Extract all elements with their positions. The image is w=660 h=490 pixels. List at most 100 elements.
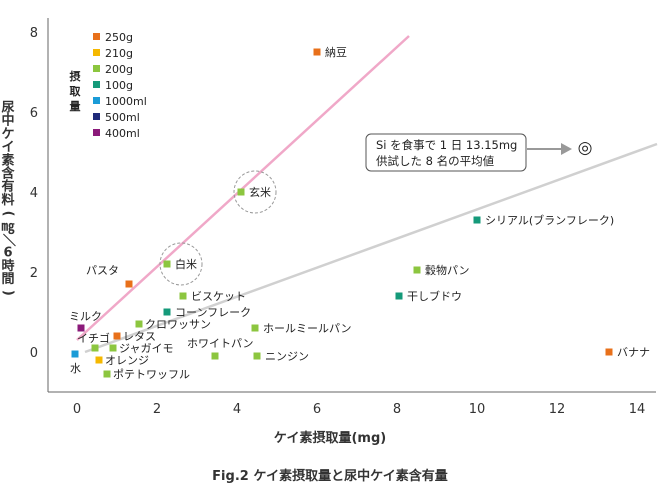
x-tick-label: 10: [469, 402, 486, 417]
legend-swatch: [93, 65, 100, 72]
y-axis-label-char: ケ: [1, 127, 14, 142]
data-point-label: ビスケット: [191, 290, 246, 303]
x-tick-label: 4: [233, 402, 241, 417]
highlight-circle-hakumai: [159, 242, 203, 286]
data-point: [125, 280, 133, 288]
data-point-label: ホワイトパン: [187, 337, 254, 350]
legend-swatch: [93, 97, 100, 104]
y-axis-label-char: 料: [1, 192, 14, 208]
y-axis-label-char: イ: [1, 140, 14, 155]
data-point: [95, 356, 103, 364]
data-point-label: イチゴ: [77, 331, 110, 345]
legend-swatch: [93, 33, 100, 40]
x-tick-label: 8: [393, 402, 401, 417]
data-point-label: シリアル(ブランフレーク): [485, 213, 614, 227]
data-point: [91, 344, 99, 352]
x-axis-label: ケイ素摂取量(mg): [274, 430, 386, 446]
data-point-label: 穀物パン: [425, 263, 470, 277]
legend-label: 200g: [105, 63, 133, 76]
annotation-box: [365, 133, 527, 172]
data-point: [135, 320, 143, 328]
legend-swatch: [93, 129, 100, 136]
legend-label: 100g: [105, 79, 133, 92]
data-point: [395, 292, 403, 300]
data-point: [313, 48, 321, 56]
data-point: [251, 324, 259, 332]
data-point-label: ホールミールパン: [263, 322, 352, 335]
y-axis-label-char: 尿: [1, 101, 14, 116]
y-axis-label-char: ): [1, 290, 16, 296]
figure-caption: Fig.2 ケイ素摂取量と尿中ケイ素含有量: [212, 468, 448, 484]
data-point: [103, 370, 111, 378]
y-axis-label-char: 素: [1, 152, 14, 168]
y-tick-labels: 0 2 4 6 8: [30, 26, 38, 361]
pink-trend-line: [76, 35, 410, 341]
data-point-label: ミルク: [69, 310, 102, 323]
x-tick-label: 0: [73, 402, 81, 417]
y-axis-label-char: 6: [3, 246, 12, 261]
data-point: [253, 352, 261, 360]
y-axis-label-char: 含: [0, 166, 15, 182]
annotation-marker: ◎: [578, 138, 593, 158]
legend-title-char: 量: [70, 100, 81, 113]
data-point: [77, 324, 85, 332]
y-axis-label-char: ／: [1, 233, 17, 246]
x-tick-labels: 0 2 4 6 8 10 12 14: [73, 402, 645, 417]
y-tick-label: 8: [30, 26, 38, 41]
data-point-label: 干しブドウ: [407, 289, 462, 303]
data-point-label: パスタ: [86, 264, 119, 277]
gray-trend-line: [84, 142, 658, 354]
legend-title: 摂取量: [70, 69, 81, 113]
x-tick-label: 12: [549, 402, 566, 417]
annotation-line-2: 供試した 8 名の平均値: [376, 154, 495, 168]
annotation: Si を食事で 1 日 13.15mg 供試した 8 名の平均値 ◎: [365, 133, 593, 172]
data-point: [237, 188, 245, 196]
data-point: [113, 332, 121, 340]
y-tick-label: 2: [30, 266, 38, 281]
data-point: [109, 344, 117, 352]
data-point-label: クロワッサン: [145, 318, 211, 331]
data-point-label: コーンフレーク: [175, 306, 251, 319]
data-point: [413, 266, 421, 274]
legend-swatch: [93, 81, 100, 88]
y-axis-label-char: (: [1, 211, 16, 217]
y-tick-label: 4: [30, 186, 38, 201]
annotation-line-1: Si を食事で 1 日 13.15mg: [376, 138, 517, 152]
data-point: [473, 216, 481, 224]
data-point-label: オレンジ: [105, 354, 149, 367]
y-axis-label-char: 時: [1, 258, 14, 274]
y-tick-label: 0: [30, 346, 38, 361]
x-tick-label: 6: [313, 402, 321, 417]
legend-swatch: [93, 113, 100, 120]
legend: 250g 210g 200g 100g 1000ml 500ml 400ml: [93, 31, 147, 140]
data-point: [163, 260, 171, 268]
data-point-label: ニンジン: [265, 350, 309, 363]
data-point: [71, 350, 79, 358]
data-point: [163, 308, 171, 316]
data-point: [211, 352, 219, 360]
data-point-label: ジャガイモ: [119, 342, 173, 355]
legend-title-char: 摂: [70, 69, 81, 83]
legend-label: 210g: [105, 47, 133, 60]
highlight-circle-genmai: [233, 170, 277, 214]
data-point-label: ポテトワッフル: [113, 368, 190, 381]
data-point-label: バナナ: [617, 346, 650, 359]
annotation-arrow-head: [561, 143, 572, 155]
x-tick-label: 14: [629, 402, 646, 417]
data-point-label: 玄米: [249, 185, 271, 199]
y-tick-label: 6: [30, 106, 38, 121]
data-point: [179, 292, 187, 300]
data-point-label: 納豆: [325, 46, 347, 59]
data-point-label: レタス: [123, 330, 156, 343]
y-axis-label-char: 有: [1, 179, 14, 195]
y-axis-label-char: 間: [1, 272, 14, 287]
legend-title-char: 取: [70, 85, 81, 98]
data-point-label: 水: [70, 362, 81, 375]
data-point-label: 白米: [175, 257, 197, 271]
y-axis-label-char: ㎎: [1, 219, 14, 235]
data-point: [605, 348, 613, 356]
legend-label: 250g: [105, 31, 133, 44]
